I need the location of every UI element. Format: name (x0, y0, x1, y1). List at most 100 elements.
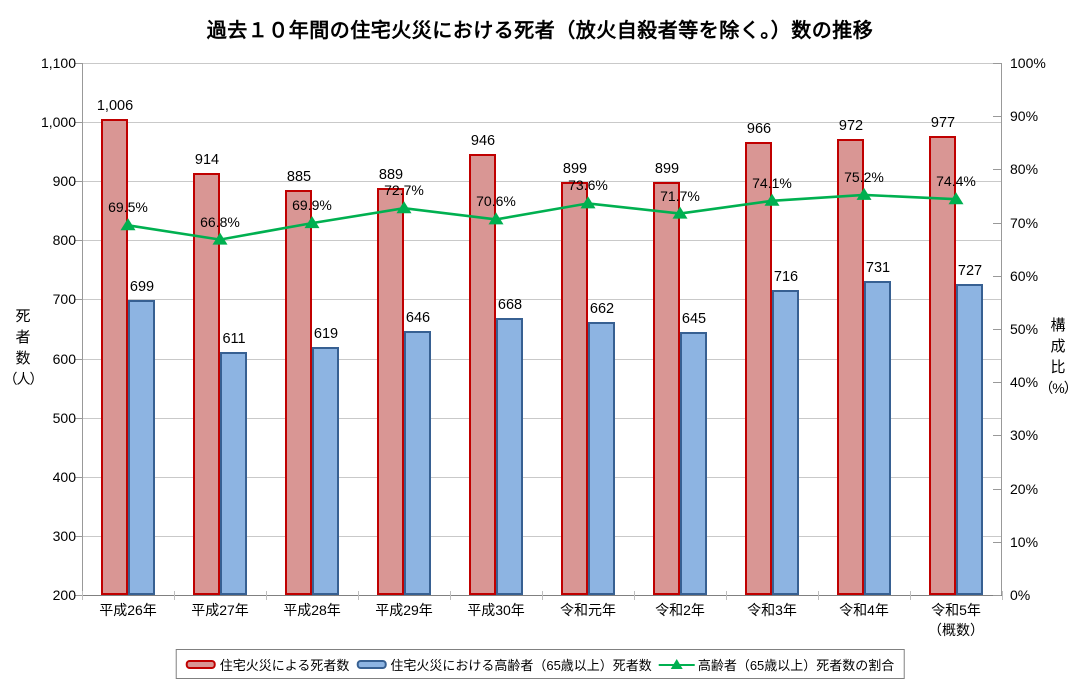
left-axis-tick-label: 300 (52, 527, 76, 544)
x-axis-boundary-tick (542, 591, 543, 600)
right-axis-tick-label: 40% (1010, 374, 1039, 391)
elderly-value-label: 611 (222, 331, 246, 348)
ratio-line (127, 193, 957, 241)
elderly-deaths-bar (864, 281, 891, 595)
x-tick-label: 令和元年 (560, 602, 616, 618)
right-axis-tick (993, 222, 1001, 224)
gridline (82, 63, 1002, 64)
left-axis-tick (75, 476, 82, 478)
x-tick-label: 平成30年 (467, 602, 525, 618)
elderly-value-label: 645 (681, 311, 707, 327)
left-axis-tick-label: 900 (52, 173, 76, 190)
x-tick-label: 平成26年 (99, 602, 157, 618)
left-axis-tick-label: 500 (52, 409, 76, 426)
x-tick-sublabel: （概数） (928, 622, 984, 638)
ratio-value-label: 69.9% (292, 197, 332, 214)
right-axis-tick-label: 90% (1010, 108, 1039, 125)
left-axis-tick-label: 600 (52, 350, 76, 367)
x-axis-boundary-tick (818, 591, 819, 600)
right-axis-tick (993, 275, 1001, 277)
right-axis-tick-label: 60% (1010, 267, 1039, 284)
elderly-value-label: 716 (773, 269, 799, 285)
elderly-value-label: 699 (129, 279, 155, 295)
ratio-value-label: 72.7% (384, 182, 424, 199)
gridline (82, 299, 1002, 301)
left-axis-tick (75, 358, 82, 360)
x-tick-label: 令和4年 (839, 602, 889, 618)
ratio-point-marker-icon (488, 212, 504, 225)
ratio-point-marker-icon (948, 192, 964, 205)
left-axis-tick (75, 595, 82, 596)
deaths-value-label: 899 (654, 160, 680, 177)
deaths-value-label: 966 (746, 121, 772, 138)
ratio-value-label: 69.5% (108, 199, 148, 216)
elderly-value-label: 619 (313, 326, 339, 343)
right-axis-tick-label: 30% (1010, 427, 1039, 444)
right-axis-tick-label: 0% (1010, 587, 1031, 603)
x-axis-boundary-tick (82, 591, 83, 600)
ratio-point-marker-icon (580, 196, 596, 209)
right-axis-tick (993, 329, 1001, 330)
elderly-value-label: 662 (589, 300, 615, 317)
axis-title-char: 死 (15, 308, 31, 325)
deaths-bar (745, 142, 772, 595)
x-axis-boundary-tick (726, 591, 727, 600)
triangle-marker-icon (670, 658, 683, 669)
deaths-value-label: 885 (286, 169, 312, 186)
right-axis-tick-label: 100% (1010, 55, 1046, 71)
elderly-deaths-bar (772, 290, 799, 595)
axis-title-char: 比 (1050, 359, 1066, 376)
right-axis-tick-label: 80% (1010, 161, 1039, 178)
gridline (82, 181, 1002, 183)
elderly-value-label: 646 (405, 310, 431, 327)
elderly-deaths-bar (956, 283, 983, 595)
deaths-bar-swatch-icon (185, 659, 216, 669)
ratio-value-label: 74.4% (936, 173, 976, 190)
deaths-bar (377, 187, 404, 595)
ratio-value-label: 70.6% (476, 193, 516, 210)
deaths-value-label: 972 (838, 117, 864, 134)
legend-item-deaths: 住宅火災による死者数 (185, 655, 349, 674)
right-axis-tick (993, 595, 1001, 596)
left-axis-title: 死者数 （人） (2, 306, 44, 390)
plot-area: 1,006 914 885 889 946 899 899 966 972 977 699 611 61… (82, 63, 1002, 595)
deaths-value-label: 977 (930, 114, 956, 131)
left-axis-tick (75, 122, 82, 124)
left-axis-tick (75, 181, 82, 183)
x-axis-boundary-tick (910, 591, 911, 600)
gridline (82, 240, 1002, 242)
legend-item-elderly-deaths: 住宅火災における高齢者（65歳以上）死者数 (356, 655, 652, 674)
deaths-bar (653, 181, 680, 595)
axis-title-unit: （%） (1039, 380, 1077, 396)
x-tick-label: 平成29年 (375, 602, 433, 618)
ratio-value-label: 74.1% (752, 174, 792, 191)
left-axis-tick-label: 400 (52, 468, 76, 485)
ratio-value-label: 71.7% (660, 187, 700, 204)
left-axis-tick-label: 700 (52, 291, 76, 308)
x-axis-boundary-tick (358, 591, 359, 600)
x-axis-boundary-tick (174, 591, 175, 600)
left-axis-tick (75, 535, 82, 537)
deaths-value-label: 946 (470, 133, 496, 149)
right-axis-tick (993, 435, 1001, 437)
elderly-deaths-bar (128, 300, 155, 595)
ratio-point-marker-icon (120, 218, 136, 231)
right-axis-tick (993, 63, 1001, 64)
ratio-point-marker-icon (672, 206, 688, 219)
deaths-bar (469, 154, 496, 595)
ratio-value-label: 75.2% (844, 168, 884, 185)
right-axis-tick (993, 488, 1001, 490)
deaths-value-label: 899 (562, 160, 588, 177)
right-axis-tick-label: 20% (1010, 480, 1039, 497)
right-axis-tick (993, 541, 1001, 543)
x-tick-label: 平成28年 (283, 602, 341, 618)
chart-title: 過去１０年間の住宅火災における死者（放火自殺者等を除く。）数の推移 (206, 20, 874, 42)
left-axis-tick (75, 299, 82, 301)
gridline (82, 417, 1002, 419)
ratio-point-marker-icon (304, 216, 320, 229)
gridline (82, 535, 1002, 537)
x-axis-boundary-tick (634, 591, 635, 600)
elderly-deaths-bar (496, 318, 523, 595)
axis-title-unit: （人） (3, 371, 44, 387)
